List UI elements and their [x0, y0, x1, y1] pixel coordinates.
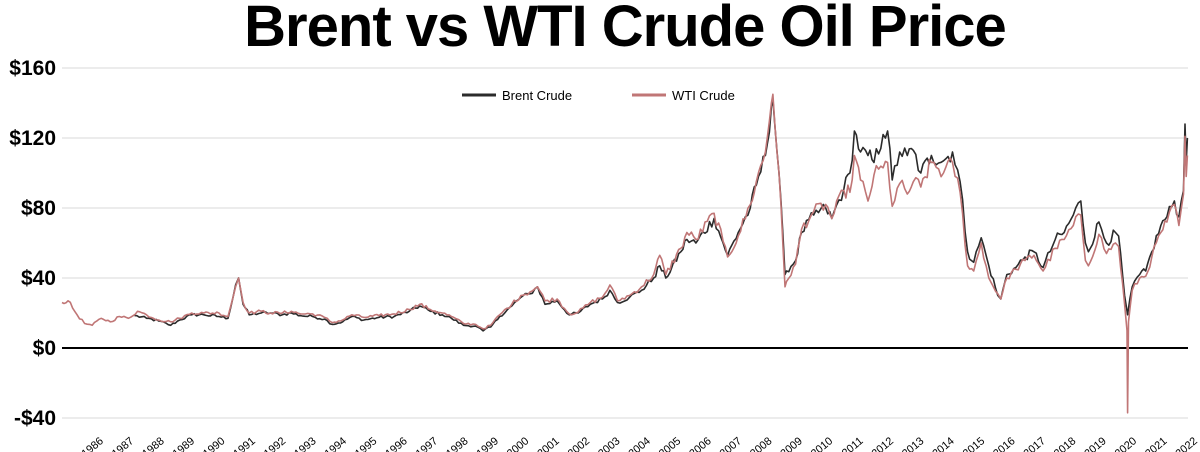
x-tick-label: 2004 — [626, 435, 652, 452]
x-tick-label: 1997 — [414, 435, 440, 452]
x-tick-label: 1995 — [353, 435, 379, 452]
grid-layer — [62, 67, 1188, 419]
x-tick-label: 2002 — [566, 435, 592, 452]
x-tick-label: 1990 — [201, 435, 227, 452]
x-tick-label: 1992 — [262, 435, 288, 452]
x-tick-label: 1986 — [79, 435, 105, 452]
chart-title: Brent vs WTI Crude Oil Price — [244, 0, 1007, 59]
y-tick-label: $80 — [21, 197, 56, 220]
series-line-brent-crude — [134, 98, 1189, 332]
y-tick-label: -$40 — [14, 407, 56, 430]
series-layer — [61, 93, 1189, 414]
x-tick-label: 2017 — [1022, 435, 1048, 452]
x-tick-label: 2006 — [687, 435, 713, 452]
x-tick-label: 2012 — [870, 435, 896, 452]
x-tick-label: 2016 — [991, 435, 1017, 452]
x-tick-label: 2018 — [1052, 435, 1078, 452]
legend-label: WTI Crude — [672, 88, 735, 103]
y-tick-label: $160 — [9, 57, 56, 80]
x-tick-label: 2021 — [1143, 435, 1169, 452]
x-tick-label: 2022 — [1173, 435, 1199, 452]
series-line-wti-crude — [61, 93, 1189, 414]
x-tick-label: 2001 — [535, 435, 561, 452]
x-tick-label: 2007 — [718, 435, 744, 452]
y-tick-label: $120 — [9, 127, 56, 150]
x-tick-label: 2013 — [900, 435, 926, 452]
x-tick-label: 1987 — [110, 435, 136, 452]
x-tick-label: 2008 — [748, 435, 774, 452]
x-tick-label: 2011 — [840, 435, 866, 452]
x-tick-label: 1998 — [444, 435, 470, 452]
x-tick-label: 2014 — [930, 435, 956, 452]
x-axis: 1986 1987 1988 1989 1990 1991 1992 1993 1994 1995… — [79, 435, 1199, 452]
y-tick-label: $0 — [33, 337, 56, 360]
x-tick-label: 1989 — [171, 435, 197, 452]
x-tick-label: 2019 — [1082, 435, 1108, 452]
y-tick-label: $40 — [21, 267, 56, 290]
x-tick-label: 2015 — [961, 435, 987, 452]
x-tick-label: 2010 — [809, 435, 835, 452]
x-tick-label: 1988 — [140, 435, 166, 452]
x-tick-label: 1994 — [323, 435, 349, 452]
x-tick-label: 2000 — [505, 435, 531, 452]
x-tick-label: 2005 — [657, 435, 683, 452]
x-tick-label: 1996 — [383, 435, 409, 452]
x-tick-label: 1999 — [475, 435, 501, 452]
x-tick-label: 2003 — [596, 435, 622, 452]
x-tick-label: 1991 — [231, 435, 257, 452]
legend: Brent Crude WTI Crude — [462, 88, 735, 103]
legend-label: Brent Crude — [502, 88, 572, 103]
x-tick-label: 2009 — [778, 435, 804, 452]
y-axis: $160 $120 $80 $40 $0 -$40 — [9, 57, 56, 430]
x-tick-label: 2020 — [1113, 435, 1139, 452]
x-tick-label: 1993 — [292, 435, 318, 452]
